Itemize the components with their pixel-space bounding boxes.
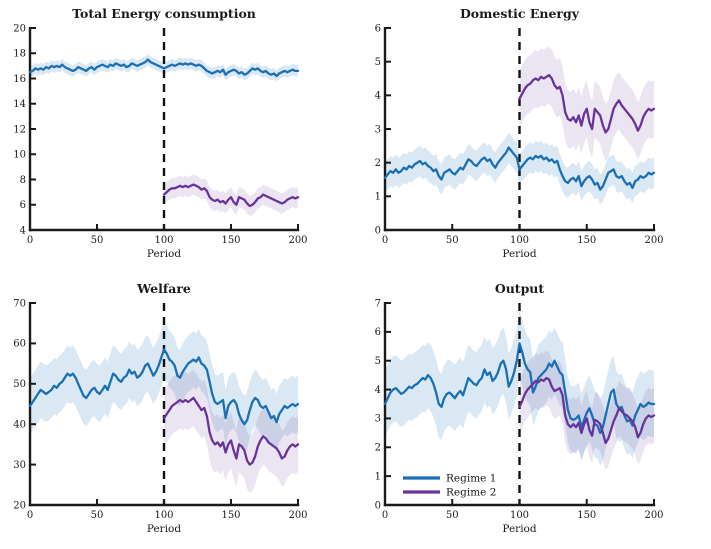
y-tick-label: 60 <box>13 339 26 350</box>
chart-title: Output <box>495 281 545 296</box>
y-tick-label: 20 <box>13 23 26 34</box>
x-axis-label: Period <box>147 248 182 260</box>
regime2-confidence-band <box>164 174 298 217</box>
y-tick-label: 3 <box>375 124 381 135</box>
chart-title: Domestic Energy <box>460 6 580 21</box>
x-tick-label: 150 <box>577 235 596 246</box>
y-tick-label: 70 <box>13 298 26 309</box>
y-tick-label: 0 <box>375 225 381 236</box>
y-tick-label: 6 <box>375 23 381 34</box>
x-tick-label: 50 <box>91 235 104 246</box>
x-tick-label: 0 <box>27 235 33 246</box>
regime1-confidence-band <box>30 321 298 453</box>
x-tick-label: 150 <box>577 510 596 521</box>
x-tick-label: 50 <box>446 510 459 521</box>
chart-svg: 0 1 2 3 4 5 6 7 0 50 100 150 200 Output Period Regime 1… <box>375 281 664 535</box>
chart-svg: 20 30 40 50 60 70 0 50 100 150 200 Welfare Period <box>13 281 307 535</box>
y-tick-label: 5 <box>375 57 381 68</box>
regime2-confidence-band <box>164 369 298 493</box>
regime2-confidence-band <box>519 350 654 471</box>
y-tick-label: 18 <box>13 49 26 60</box>
regime2-line <box>162 396 300 466</box>
legend-label-regime1: Regime 1 <box>446 473 496 485</box>
chart-title: Total Energy consumption <box>72 6 256 21</box>
y-tick-label: 50 <box>13 379 26 390</box>
x-tick-label: 50 <box>91 510 104 521</box>
regime2-line <box>518 376 656 445</box>
y-tick-label: 8 <box>20 175 26 186</box>
x-tick-label: 150 <box>221 235 240 246</box>
x-tick-label: 0 <box>27 510 33 521</box>
regime1-line <box>383 342 656 435</box>
legend: Regime 1 Regime 2 <box>403 473 496 499</box>
y-tick-label: 1 <box>375 192 381 203</box>
y-tick-label: 4 <box>375 91 381 102</box>
y-tick-label: 16 <box>13 74 26 85</box>
y-tick-label: 30 <box>13 460 26 471</box>
x-tick-label: 200 <box>644 510 663 521</box>
y-tick-label: 40 <box>13 420 26 431</box>
x-axis-label: Period <box>502 248 537 260</box>
y-tick-label: 1 <box>375 471 381 482</box>
x-tick-label: 0 <box>382 235 388 246</box>
y-tick-label: 3 <box>375 414 381 425</box>
legend-label-regime2: Regime 2 <box>446 487 496 499</box>
x-tick-label: 0 <box>382 510 388 521</box>
x-axis-label: Period <box>502 523 537 535</box>
y-tick-label: 5 <box>375 356 381 367</box>
regime1-line <box>28 58 300 78</box>
regime2-line <box>518 73 656 134</box>
y-tick-label: 7 <box>375 298 381 309</box>
y-tick-label: 2 <box>375 158 381 169</box>
y-tick-label: 12 <box>13 124 26 135</box>
y-tick-label: 2 <box>375 443 381 454</box>
chart-domestic-energy: 0 1 2 3 4 5 6 0 50 100 150 200 Domestic Energy Period <box>355 0 711 274</box>
y-tick-label: 0 <box>375 500 381 511</box>
regime1-line <box>383 146 656 191</box>
x-tick-label: 100 <box>510 510 529 521</box>
x-tick-label: 200 <box>288 510 307 521</box>
y-tick-label: 4 <box>375 385 381 396</box>
regime1-confidence-band <box>385 310 654 466</box>
y-tick-label: 14 <box>13 99 26 110</box>
x-tick-label: 100 <box>154 510 173 521</box>
x-tick-label: 150 <box>221 510 240 521</box>
x-tick-label: 50 <box>446 235 459 246</box>
chart-welfare: 20 30 40 50 60 70 0 50 100 150 200 Welfare Period <box>0 275 355 549</box>
y-tick-label: 10 <box>13 150 26 161</box>
y-tick-label: 4 <box>20 225 26 236</box>
x-tick-label: 100 <box>510 235 529 246</box>
y-tick-label: 6 <box>20 200 26 211</box>
regime2-line <box>162 183 300 208</box>
y-tick-label: 20 <box>13 500 26 511</box>
chart-total-energy-consumption: 4 6 8 10 12 14 16 18 20 0 50 100 150 200 Total Energy … <box>0 0 355 274</box>
x-axis-label: Period <box>147 523 182 535</box>
chart-output: 0 1 2 3 4 5 6 7 0 50 100 150 200 Output Period Regime 1… <box>355 275 711 549</box>
x-tick-label: 100 <box>154 235 173 246</box>
y-tick-label: 6 <box>375 327 381 338</box>
x-tick-label: 200 <box>288 235 307 246</box>
chart-title: Welfare <box>136 281 191 296</box>
regime1-line <box>28 348 300 426</box>
x-tick-label: 200 <box>644 235 663 246</box>
chart-svg: 0 1 2 3 4 5 6 0 50 100 150 200 Domestic Energy Period <box>375 6 664 260</box>
regime2-confidence-band <box>519 46 654 161</box>
